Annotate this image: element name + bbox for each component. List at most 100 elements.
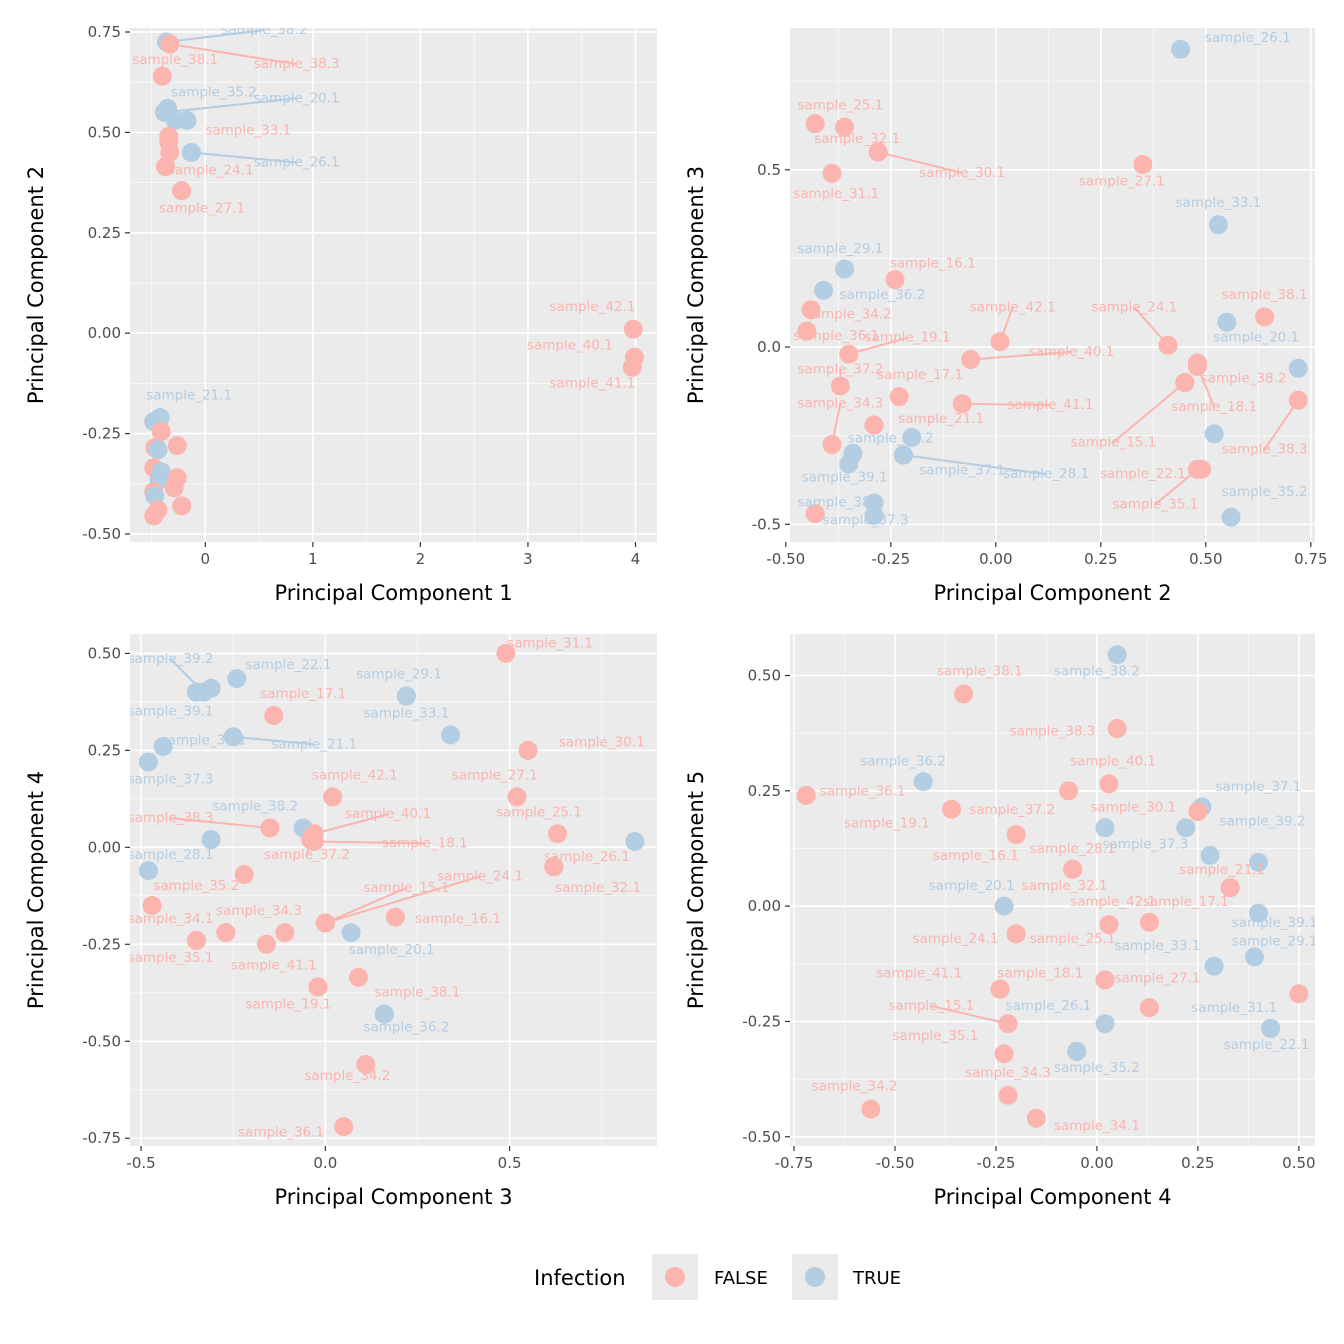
point-false [172, 181, 192, 201]
point-label: sample_29.1 [356, 667, 442, 683]
point-label: sample_24.1 [913, 931, 999, 947]
point-label: sample_35.2 [1054, 1060, 1140, 1076]
point-true [1067, 1041, 1087, 1061]
point-false [954, 684, 974, 704]
point-false [301, 830, 321, 850]
point-false [797, 321, 817, 341]
point-label: sample_30.1 [919, 165, 1005, 181]
point-label: sample_33.1 [1115, 938, 1201, 954]
point-false [323, 787, 343, 807]
x-tick-label: -0.25 [871, 550, 910, 568]
point-label: sample_39.1 [128, 703, 214, 719]
point-label: sample_42.1 [970, 300, 1056, 316]
point-true [902, 427, 922, 447]
point-false [1139, 998, 1159, 1018]
point-false [547, 824, 567, 844]
point-label: sample_38.2 [1201, 370, 1287, 386]
panel-3: -0.5 0.0 0.5 -0.75 -0.50 -0.25 0.00 0.25 0.50 Pri… [24, 634, 657, 1209]
point-false [385, 907, 405, 927]
x-tick-label: 0.5 [498, 1154, 522, 1172]
point-label: sample_33.1 [1175, 195, 1261, 211]
point-true [177, 110, 197, 130]
point-label: sample_35.2 [153, 878, 239, 894]
point-label: sample_20.1 [254, 90, 340, 106]
point-label: sample_28.1 [1030, 841, 1116, 857]
point-label: sample_37.3 [823, 512, 909, 528]
x-tick-label: 2 [416, 550, 426, 568]
legend-key-true [805, 1267, 825, 1287]
point-false [518, 740, 538, 760]
point-label: sample_37.2 [264, 847, 350, 863]
point-true [1204, 956, 1224, 976]
point-false [544, 857, 564, 877]
point-false [990, 979, 1010, 999]
point-label: sample_42.1 [1070, 894, 1156, 910]
x-tick-label: 0 [201, 550, 211, 568]
point-label: sample_38.1 [797, 495, 883, 511]
point-label: sample_36.2 [363, 1020, 449, 1036]
x-axis-title: Principal Component 1 [274, 581, 512, 605]
panel-background [130, 634, 657, 1146]
point-label: sample_38.3 [128, 810, 214, 826]
label-segment [962, 402, 1051, 407]
label-segment [170, 817, 271, 829]
point-false [868, 142, 888, 162]
point-false [1158, 335, 1178, 355]
x-tick-label: -0.5 [126, 1154, 155, 1172]
point-label: sample_38.1 [937, 664, 1023, 680]
x-tick-label: -0.25 [977, 1154, 1016, 1172]
point-false [142, 896, 162, 916]
point-true [201, 830, 221, 850]
point-false [507, 787, 527, 807]
point-label: sample_38.1 [375, 985, 461, 1001]
point-label: sample_39.2 [848, 431, 934, 447]
point-true [1176, 818, 1196, 838]
x-tick-label: 0.25 [1181, 1154, 1214, 1172]
point-label: sample_15.1 [1070, 434, 1156, 450]
point-label: sample_30.1 [1090, 800, 1176, 816]
point-true [153, 736, 173, 756]
point-label: sample_39.1 [802, 470, 888, 486]
point-false [256, 934, 276, 954]
point-false [1006, 924, 1026, 944]
point-false [835, 117, 855, 137]
x-axis-title: Principal Component 3 [274, 1185, 512, 1209]
point-false [1107, 719, 1127, 739]
point-label: sample_36.1 [238, 1124, 324, 1140]
point-label: sample_19.1 [865, 330, 951, 346]
x-tick-label: 4 [631, 550, 641, 568]
point-label: sample_24.1 [1091, 300, 1177, 316]
point-false [1099, 774, 1119, 794]
y-tick-label: 0.00 [748, 897, 781, 915]
point-label: sample_34.2 [304, 1068, 390, 1084]
point-true [839, 454, 859, 474]
point-false [1139, 912, 1159, 932]
point-false [164, 478, 184, 498]
point-false [167, 436, 187, 456]
point-label: sample_37.1 [161, 733, 247, 749]
panel-4: -0.75 -0.50 -0.25 0.00 0.25 0.50 -0.50 -0.25 0.0… [684, 634, 1316, 1209]
y-tick-label: -0.25 [82, 425, 121, 443]
point-false [348, 967, 368, 987]
label-segment [325, 875, 481, 924]
point-label: sample_34.3 [797, 395, 883, 411]
point-false [622, 357, 642, 377]
point-label: sample_16.1 [890, 255, 976, 271]
point-label: sample_38.1 [1222, 287, 1308, 303]
point-label: sample_34.3 [965, 1065, 1051, 1081]
point-label: sample_28.1 [1003, 466, 1089, 482]
point-true [1244, 947, 1264, 967]
point-true [181, 142, 201, 162]
point-label: sample_25.1 [797, 98, 883, 114]
panel-background [790, 28, 1315, 542]
y-tick-label: 0.50 [88, 123, 121, 141]
point-label: sample_15.1 [888, 998, 974, 1014]
x-tick-label: 1 [308, 550, 318, 568]
label-segment [931, 1004, 1009, 1025]
point-false [623, 319, 643, 339]
point-label: sample_35.1 [892, 1028, 978, 1044]
y-tick-label: 0.50 [748, 667, 781, 685]
x-tick-label: 0.0 [313, 1154, 337, 1172]
label-segment [314, 813, 389, 835]
point-false [805, 114, 825, 134]
